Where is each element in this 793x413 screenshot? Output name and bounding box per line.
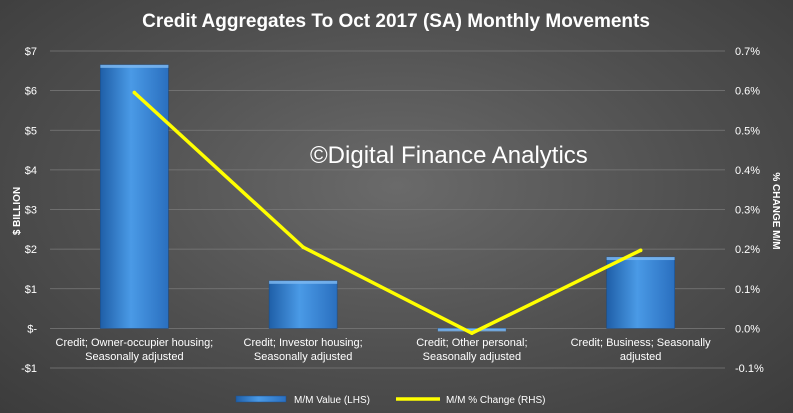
bar-top-highlight <box>437 328 506 332</box>
left-tick-label: $5 <box>25 125 37 137</box>
category-label-line: Credit; Other personal; <box>416 337 527 349</box>
right-tick-label: -0.1% <box>735 363 764 375</box>
category-labels: Credit; Owner-occupier housing; Seasonall… <box>56 337 712 363</box>
right-axis-title: % CHANGE M/M <box>770 172 781 249</box>
bar-top-highlight <box>100 64 169 68</box>
category-label: Credit; Owner-occupier housing; Seasonall… <box>56 337 214 363</box>
category-label-line: Seasonally adjusted <box>423 351 521 363</box>
left-tick-label: $4 <box>25 165 37 177</box>
line-point <box>638 248 643 253</box>
chart-title: Credit Aggregates To Oct 2017 (SA) Month… <box>142 11 650 32</box>
right-tick-label: 0.2% <box>735 244 760 256</box>
category-label: Credit; Investor housing; Seasonally adju… <box>244 337 363 363</box>
right-tick-label: 0.6% <box>735 86 760 98</box>
line-point <box>132 90 137 95</box>
category-label: Credit; Other personal; Seasonally adjust… <box>416 337 527 363</box>
legend-label-line: M/M % Change (RHS) <box>446 395 545 406</box>
legend: M/M Value (LHS) M/M % Change (RHS) <box>235 395 545 406</box>
left-tick-label: $2 <box>25 244 37 256</box>
left-axis-ticks: -$1 $- $1 $2 $3 $4 $5 $6 $7 <box>21 46 37 375</box>
left-axis-title: $ BILLION <box>12 187 23 235</box>
line-point <box>301 245 305 249</box>
category-label-line: Seasonally adjusted <box>85 351 183 363</box>
category-label-line: Credit; Business; Seasonally <box>571 337 712 349</box>
right-tick-label: 0.7% <box>735 46 760 58</box>
left-tick-label: $- <box>27 323 37 335</box>
bar-top-highlight <box>269 280 338 284</box>
right-tick-label: 0.1% <box>735 284 760 296</box>
line-series <box>132 90 643 335</box>
left-tick-label: -$1 <box>21 363 37 375</box>
legend-label-bar: M/M Value (LHS) <box>294 395 370 406</box>
bar <box>606 256 675 329</box>
category-label: Credit; Business; Seasonally adjusted <box>571 337 712 363</box>
right-tick-label: 0.5% <box>735 125 760 137</box>
bar-top-highlight <box>606 257 675 261</box>
line-point <box>470 331 474 335</box>
watermark-text: ©Digital Finance Analytics <box>310 142 588 169</box>
right-tick-label: 0.4% <box>735 165 760 177</box>
category-label-line: Seasonally adjusted <box>254 351 352 363</box>
left-tick-label: $3 <box>25 205 37 217</box>
category-label-line: Credit; Investor housing; <box>244 337 363 349</box>
right-tick-label: 0.3% <box>735 205 760 217</box>
right-tick-label: 0.0% <box>735 323 760 335</box>
right-axis-ticks: -0.1% 0.0% 0.1% 0.2% 0.3% 0.4% 0.5% 0.6% 0.7% <box>735 46 764 375</box>
line-path <box>132 90 643 335</box>
category-label-line: adjusted <box>620 351 662 363</box>
left-tick-label: $6 <box>25 86 37 98</box>
left-tick-label: $1 <box>25 284 37 296</box>
left-tick-label: $7 <box>25 46 37 58</box>
bar <box>100 64 169 329</box>
bar-series <box>100 64 675 332</box>
legend-swatch-bar <box>235 395 287 403</box>
category-label-line: Credit; Owner-occupier housing; <box>56 337 214 349</box>
bar <box>268 280 338 329</box>
